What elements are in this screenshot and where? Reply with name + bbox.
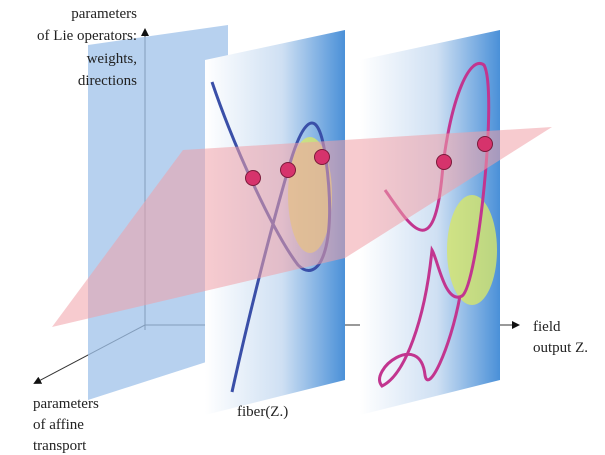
label: fiber(Z.) — [237, 404, 288, 420]
label: parameters — [71, 6, 137, 22]
label: of affine — [33, 417, 84, 433]
intersection — [437, 155, 452, 170]
label: directions — [78, 73, 137, 89]
region — [447, 195, 497, 305]
label: output Z. — [533, 340, 588, 356]
intersection — [478, 137, 493, 152]
label: parameters — [33, 396, 99, 412]
label: weights, — [87, 51, 137, 67]
intersection — [246, 171, 261, 186]
label: transport — [33, 438, 87, 454]
intersection — [315, 150, 330, 165]
label: field — [533, 319, 561, 335]
label: of Lie operators: — [37, 28, 137, 44]
diagram: parameters of Lie operators: weights, di… — [0, 0, 605, 455]
intersection — [281, 163, 296, 178]
